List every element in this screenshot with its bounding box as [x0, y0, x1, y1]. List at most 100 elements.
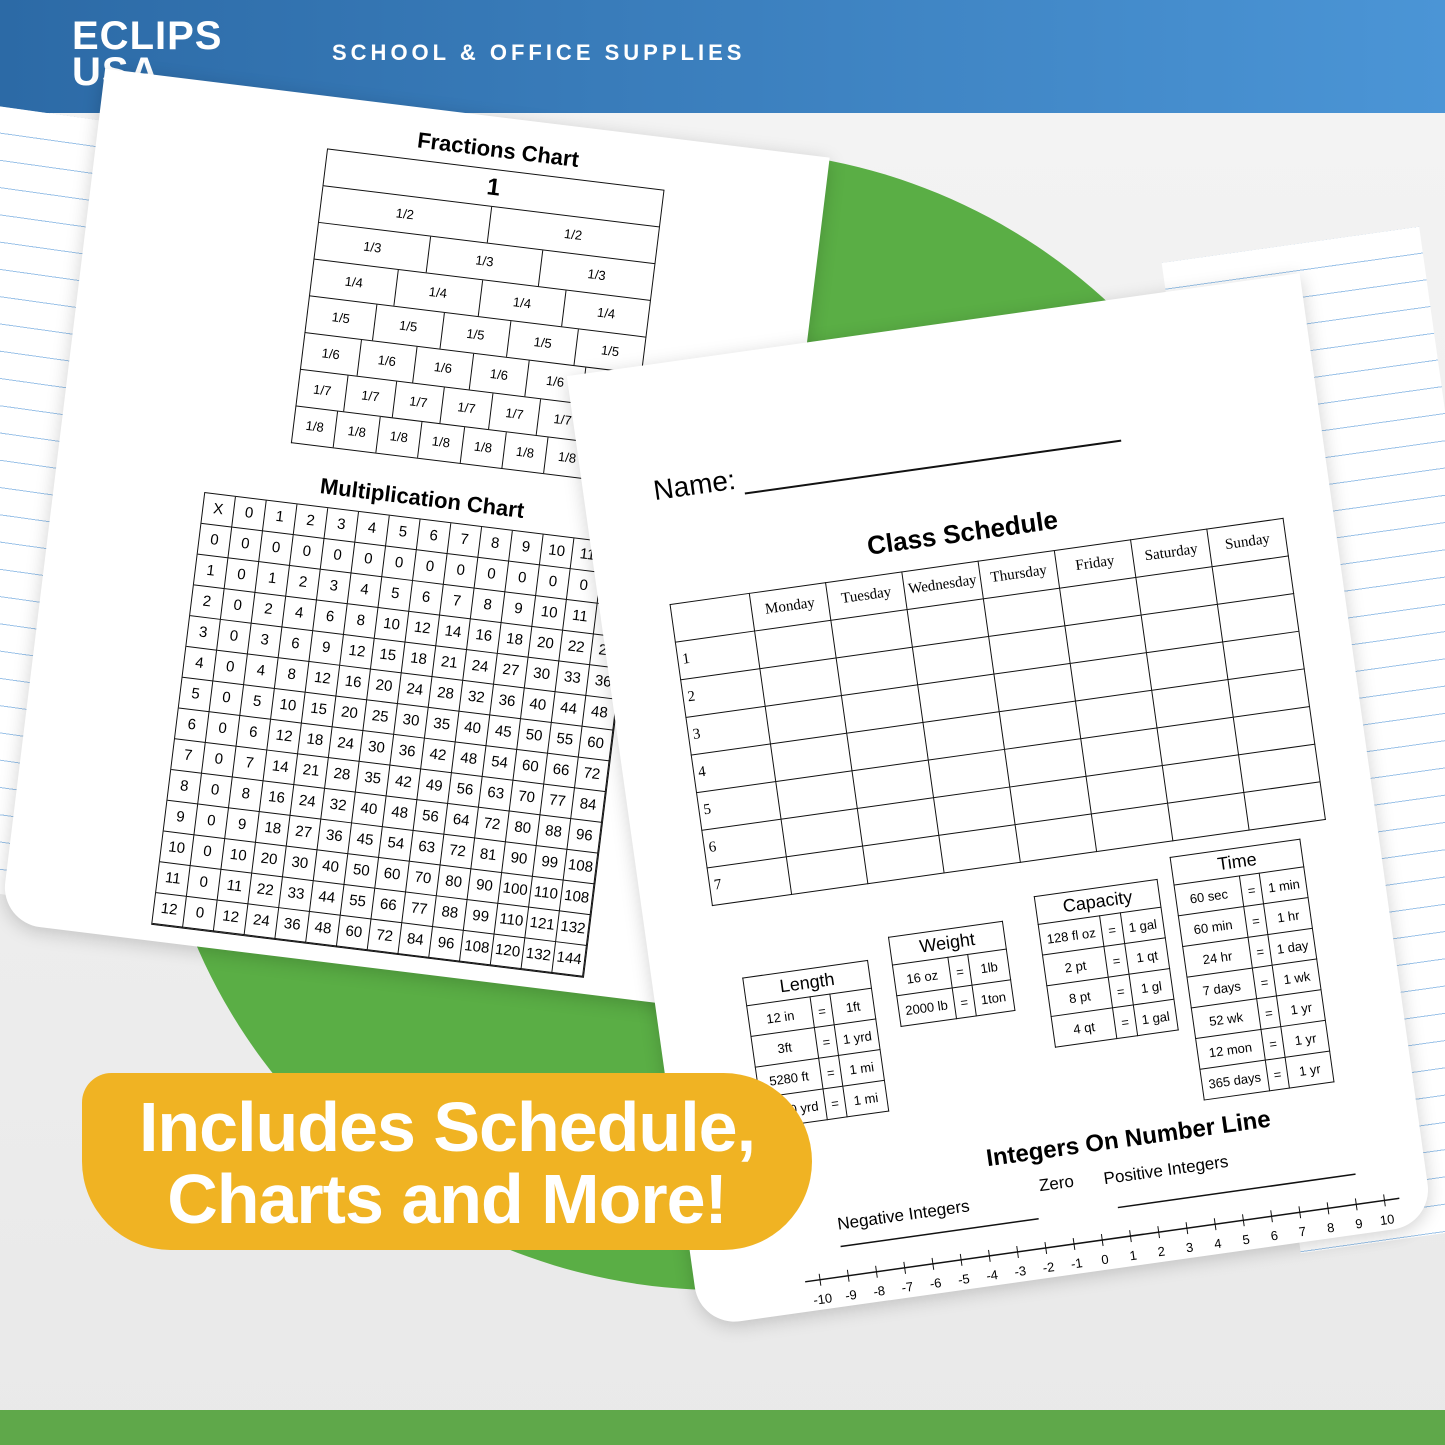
multiplication-cell: 0 [198, 773, 233, 809]
multiplication-cell: 81 [471, 838, 506, 874]
multiplication-cell: 10 [532, 596, 567, 631]
tick [903, 1261, 907, 1274]
tick [875, 1265, 878, 1278]
logo-line: ECLIPS [72, 14, 223, 58]
name-label: Name: [651, 463, 738, 507]
multiplication-cell: 0 [217, 619, 252, 655]
multiplication-cell: 0 [474, 557, 510, 593]
multiplication-cell: 45 [486, 715, 521, 751]
multiplication-cell: 0 [289, 535, 325, 570]
multiplication-cell: 4 [347, 573, 383, 609]
multiplication-cell: 36 [317, 819, 352, 855]
multiplication-cell: 12 [267, 719, 302, 755]
tick-label: -10 [812, 1290, 833, 1307]
multiplication-header: 10 [539, 534, 575, 570]
multiplication-cell: 8 [470, 588, 506, 624]
multiplication-cell: 0 [220, 589, 256, 624]
tick-label: -1 [1070, 1255, 1084, 1271]
multiplication-cell: 100 [498, 873, 533, 908]
multiplication-cell: 49 [417, 769, 452, 804]
multiplication-cell: 6 [409, 581, 444, 616]
multiplication-cell: 10 [159, 831, 195, 867]
multiplication-cell: 50 [344, 854, 379, 889]
tick [846, 1269, 850, 1282]
multiplication-cell: 63 [409, 830, 445, 866]
multiplication-header: 3 [324, 508, 359, 543]
multiplication-cell: 8 [167, 769, 202, 805]
tick-label: 10 [1379, 1211, 1395, 1228]
multiplication-cell: 40 [313, 850, 349, 885]
multiplication-cell: 15 [301, 692, 337, 728]
multiplication-cell: 6 [236, 716, 272, 751]
multiplication-cell: 0 [194, 804, 229, 840]
tick-label: -2 [1042, 1259, 1056, 1275]
multiplication-cell: 22 [248, 873, 283, 909]
multiplication-cell: 8 [274, 658, 310, 693]
tick [988, 1249, 991, 1262]
fraction-cell: 1/8 [333, 411, 380, 453]
multiplication-cell: 8 [343, 604, 379, 639]
multiplication-cell: 80 [505, 811, 541, 847]
multiplication-cell: 10 [271, 689, 306, 724]
tick [818, 1273, 822, 1286]
multiplication-cell: 12 [213, 900, 249, 936]
multiplication-cell: 0 [190, 835, 226, 870]
multiplication-header: 5 [385, 515, 421, 551]
multiplication-cell: 132 [556, 911, 591, 946]
multiplication-header: 7 [447, 523, 483, 558]
multiplication-cell: 40 [351, 792, 387, 828]
multiplication-cell: 72 [475, 807, 510, 843]
multiplication-cell: 20 [252, 842, 287, 878]
multiplication-cell: 11 [156, 862, 191, 897]
tick-label: -8 [872, 1283, 886, 1299]
multiplication-cell: 7 [232, 746, 268, 782]
multiplication-cell: 70 [405, 861, 441, 897]
tick [1016, 1245, 1019, 1258]
multiplication-cell: 66 [544, 753, 579, 789]
fraction-cell: 1/7 [391, 381, 445, 424]
multiplication-cell: 14 [436, 615, 471, 651]
multiplication-cell: 32 [321, 788, 356, 824]
multiplication-cell: 60 [375, 857, 410, 893]
tick-label: -3 [1014, 1263, 1028, 1279]
multiplication-cell: 110 [529, 876, 564, 912]
tick [1100, 1234, 1104, 1247]
multiplication-header: 9 [509, 530, 544, 566]
multiplication-cell: 0 [209, 681, 245, 717]
multiplication-cell: 40 [520, 688, 556, 724]
multiplication-grid: X012345678910111200000000000000101234567… [151, 491, 638, 978]
multiplication-cell: 144 [552, 942, 587, 977]
multiplication-cell: 70 [509, 780, 545, 816]
multiplication-cell: 36 [390, 734, 425, 770]
multiplication-cell: 12 [405, 611, 440, 647]
fraction-cell: 1/7 [312, 381, 333, 399]
multiplication-cell: 24 [397, 673, 433, 708]
tick [1157, 1226, 1161, 1239]
multiplication-cell: 3 [316, 569, 352, 605]
multiplication-cell: 21 [294, 754, 329, 789]
multiplication-cell: 72 [367, 919, 403, 955]
conversion-box: Weight 16 oz = 1lb 2000 lb = 1ton [887, 920, 1015, 1027]
multiplication-cell: 108 [563, 849, 599, 885]
multiplication-cell: 16 [259, 781, 295, 816]
multiplication-cell: 2 [286, 565, 321, 601]
multiplication-cell: 9 [309, 631, 344, 666]
multiplication-cell: 11 [563, 599, 598, 635]
multiplication-cell: 0 [213, 650, 248, 686]
tick [1383, 1194, 1386, 1207]
multiplication-cell: 12 [340, 635, 375, 670]
multiplication-cell: 24 [290, 785, 325, 820]
tick [1213, 1218, 1217, 1231]
tick [1129, 1230, 1132, 1243]
multiplication-cell: 90 [502, 842, 537, 877]
tick [1326, 1202, 1330, 1215]
multiplication-cell: 25 [363, 700, 398, 735]
multiplication-cell: 108 [459, 930, 495, 966]
multiplication-header: 1 [262, 500, 298, 536]
fraction-cell: 1/7 [439, 387, 493, 430]
tick [1072, 1238, 1076, 1251]
multiplication-cell: 0 [320, 538, 356, 574]
multiplication-cell: 20 [528, 626, 564, 662]
multiplication-cell: 24 [328, 727, 364, 762]
